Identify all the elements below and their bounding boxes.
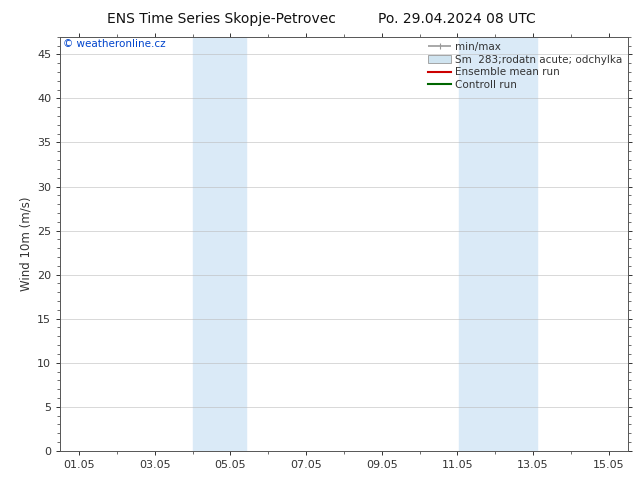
Text: ENS Time Series Skopje-Petrovec: ENS Time Series Skopje-Petrovec (107, 12, 337, 26)
Text: Po. 29.04.2024 08 UTC: Po. 29.04.2024 08 UTC (378, 12, 535, 26)
Bar (459, 37, 537, 451)
Text: © weatheronline.cz: © weatheronline.cz (63, 39, 165, 49)
Legend: min/max, Sm  283;rodatn acute; odchylka, Ensemble mean run, Controll run: min/max, Sm 283;rodatn acute; odchylka, … (425, 39, 626, 93)
Bar (193, 37, 245, 451)
Y-axis label: Wind 10m (m/s): Wind 10m (m/s) (20, 196, 33, 291)
